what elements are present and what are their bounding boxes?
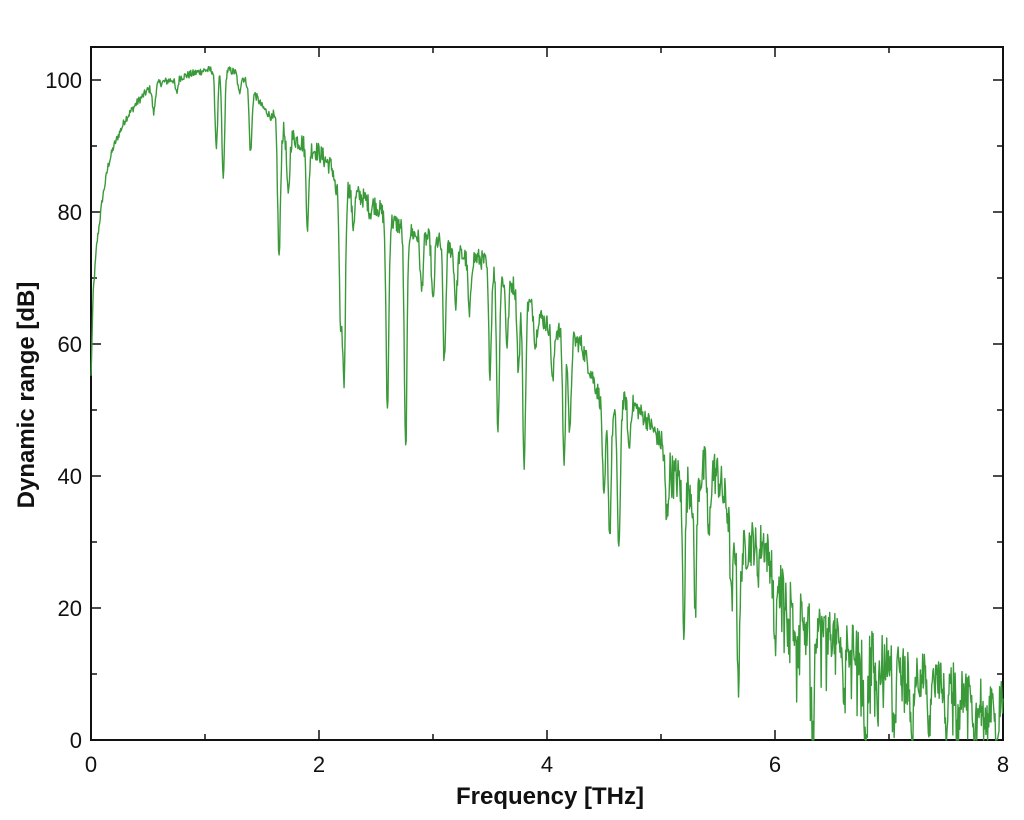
- x-axis-label: Frequency [THz]: [456, 783, 644, 810]
- x-tick-label: 4: [541, 752, 553, 777]
- series-line: [90, 65, 1004, 741]
- y-tick-label: 0: [70, 728, 82, 753]
- plot-area-frame: [90, 46, 1004, 741]
- x-tick-label: 0: [85, 752, 97, 777]
- y-tick-label: 100: [45, 68, 82, 93]
- y-tick-label: 80: [58, 200, 82, 225]
- y-axis-label: Dynamic range [dB]: [13, 282, 40, 509]
- x-tick-label: 2: [313, 752, 325, 777]
- x-tick-label: 6: [769, 752, 781, 777]
- y-tick-label: 20: [58, 596, 82, 621]
- y-tick-label: 60: [58, 332, 82, 357]
- x-tick-label: 8: [997, 752, 1009, 777]
- y-tick-label: 40: [58, 464, 82, 489]
- axis-ticks: [90, 47, 1004, 741]
